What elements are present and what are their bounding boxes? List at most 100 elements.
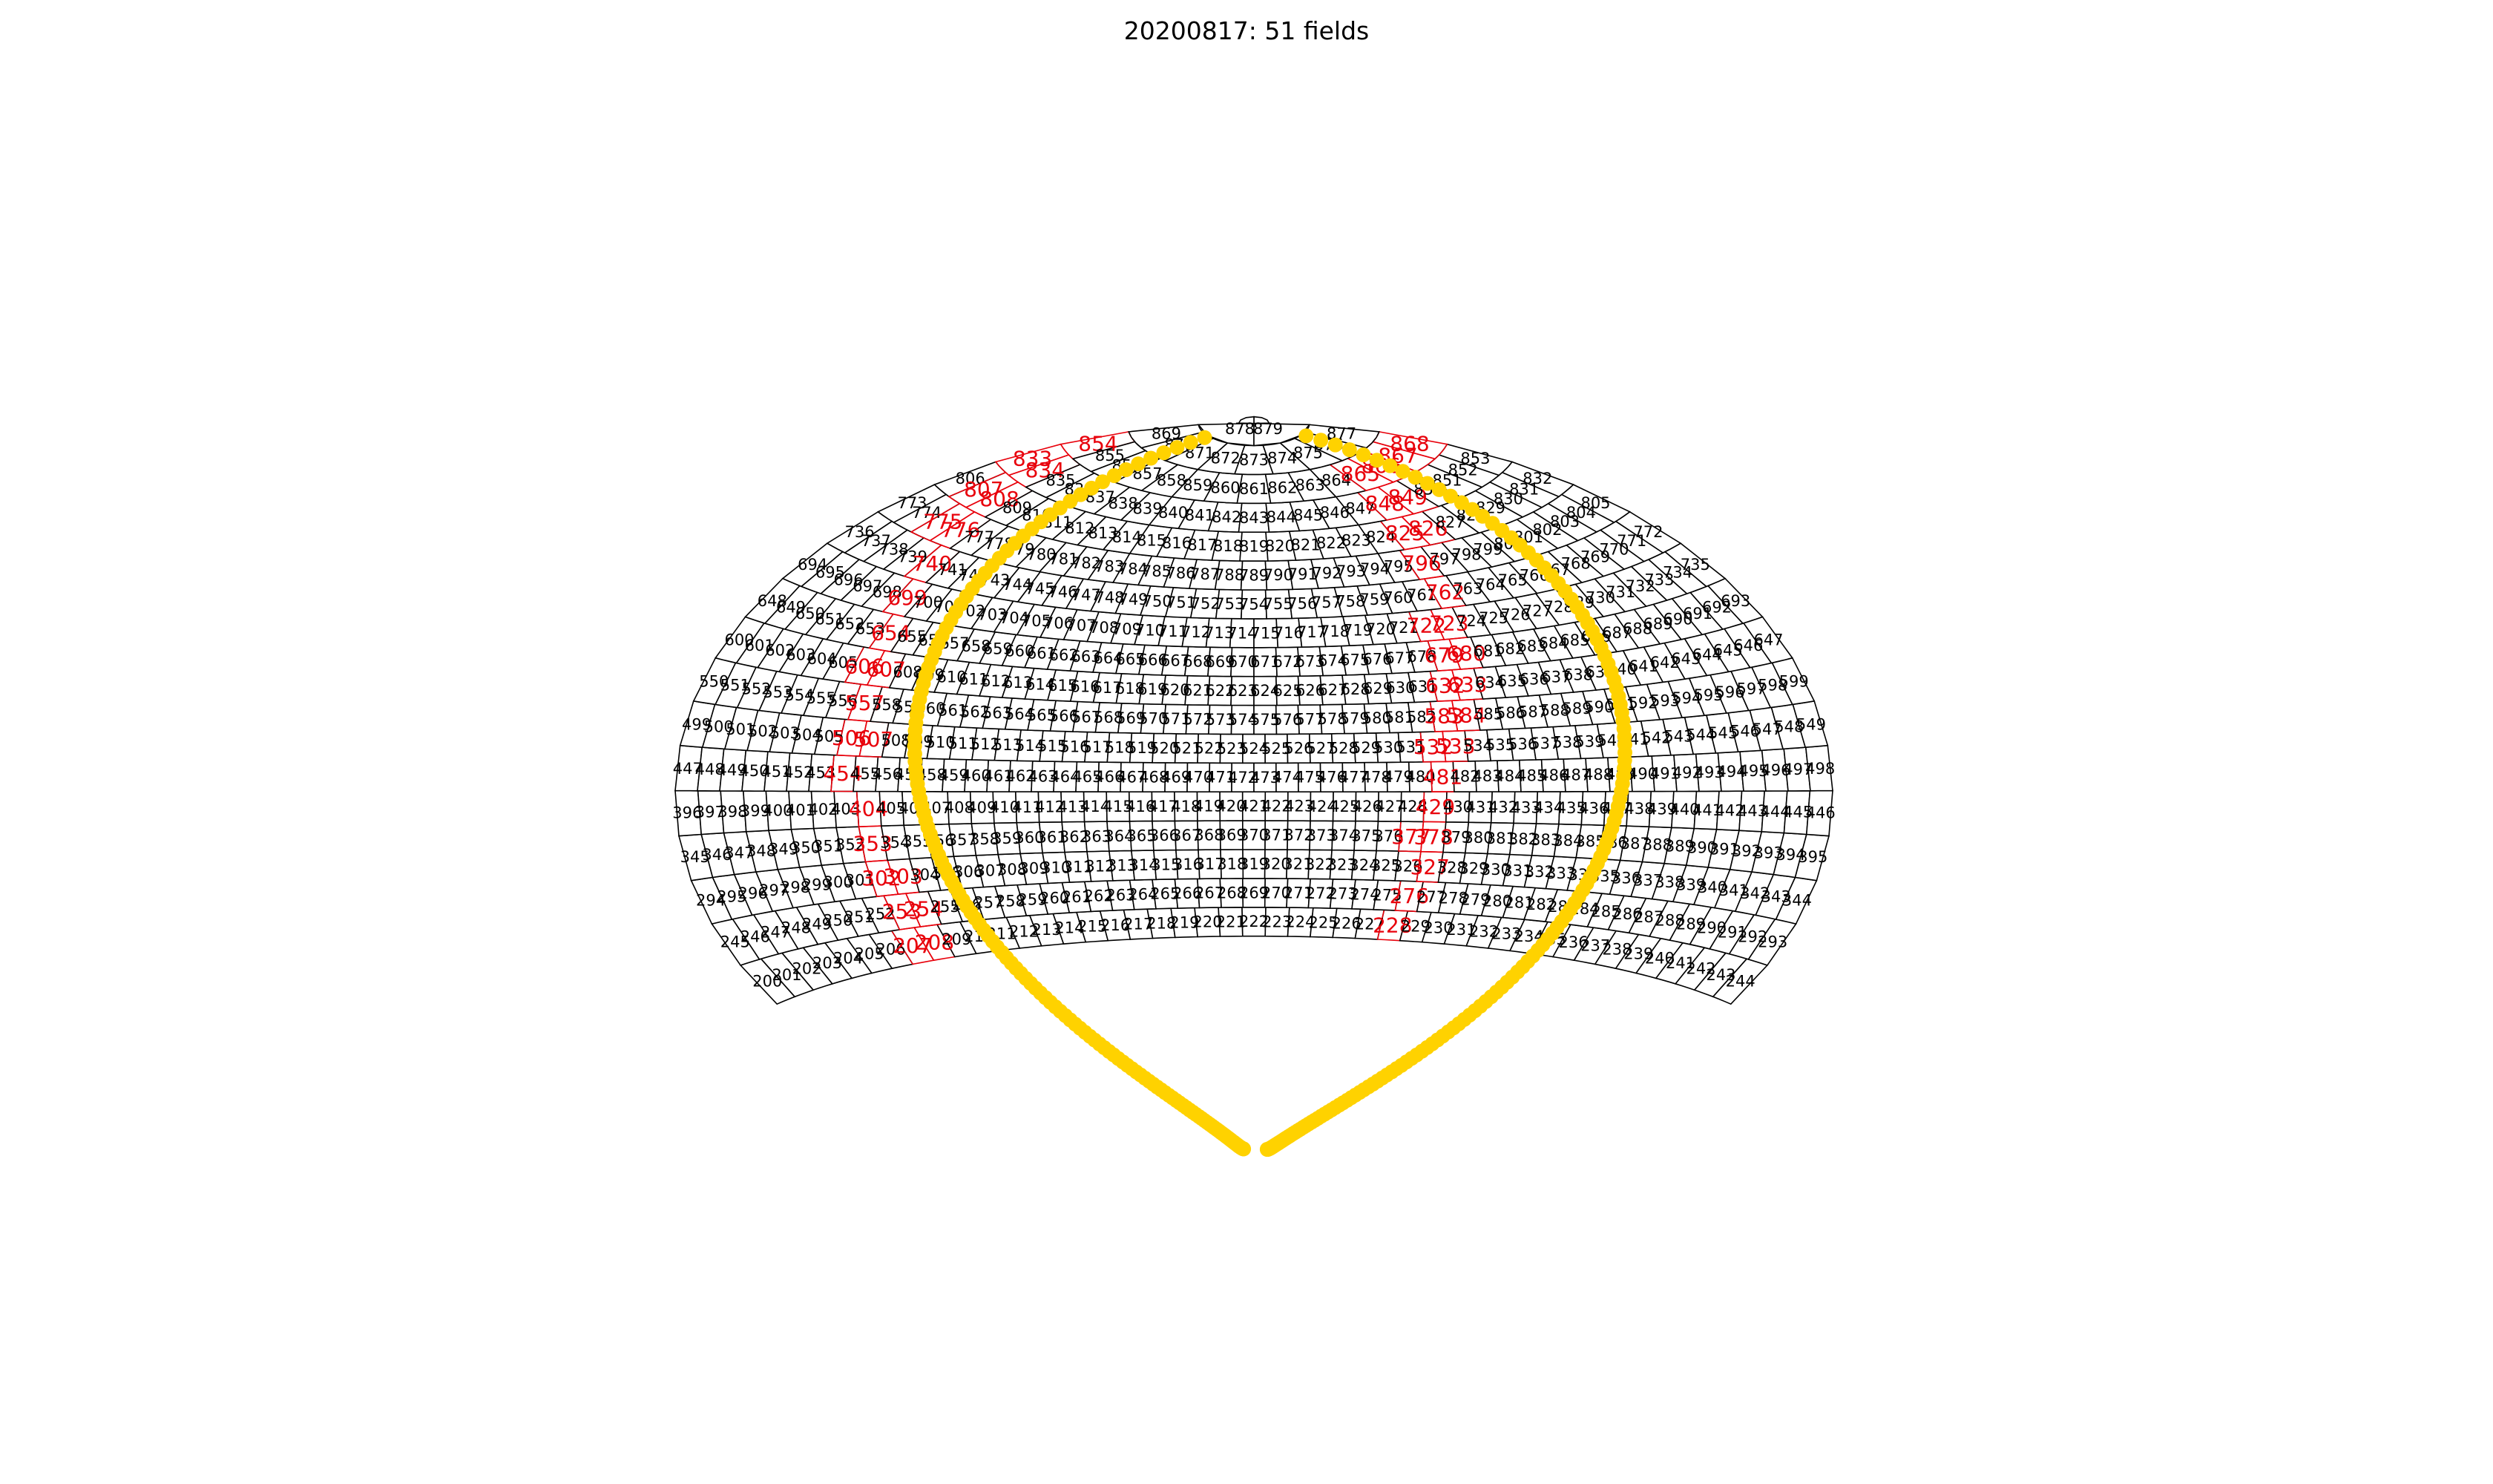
field-label: 339 bbox=[1676, 876, 1706, 893]
field-label: 834 bbox=[1025, 458, 1065, 482]
field-label: 855 bbox=[1095, 447, 1125, 464]
field-label: 812 bbox=[1065, 519, 1094, 537]
field-label: 723 bbox=[1429, 611, 1468, 636]
field-label: 782 bbox=[1071, 554, 1101, 572]
field-label: 512 bbox=[970, 735, 1000, 753]
field-label: 748 bbox=[1094, 588, 1124, 606]
field-label: 777 bbox=[965, 528, 994, 546]
field-label: 262 bbox=[1084, 887, 1114, 905]
field-label: 387 bbox=[1620, 835, 1650, 853]
field-label: 841 bbox=[1185, 507, 1215, 525]
field-label: 366 bbox=[1149, 827, 1179, 844]
field-label: 642 bbox=[1650, 654, 1680, 672]
field-label: 732 bbox=[1626, 577, 1655, 595]
field-label: 830 bbox=[1494, 490, 1523, 508]
field-label: 511 bbox=[948, 735, 978, 752]
field-label: 221 bbox=[1216, 913, 1246, 930]
field-label: 274 bbox=[1350, 886, 1380, 904]
field-label: 787 bbox=[1190, 565, 1220, 583]
field-label: 679 bbox=[1425, 643, 1464, 667]
field-label: 357 bbox=[947, 831, 977, 849]
track-point bbox=[1156, 445, 1172, 461]
field-label: 329 bbox=[1459, 860, 1488, 878]
field-label: 765 bbox=[1498, 571, 1528, 589]
field-label: 582 bbox=[1407, 708, 1436, 726]
field-label: 423 bbox=[1284, 798, 1314, 815]
field-label: 238 bbox=[1602, 941, 1632, 959]
field-label: 433 bbox=[1511, 798, 1541, 816]
field-label: 431 bbox=[1466, 798, 1496, 816]
field-label: 317 bbox=[1195, 856, 1225, 873]
field-label: 709 bbox=[1112, 620, 1142, 638]
field-label: 596 bbox=[1715, 683, 1745, 701]
field-label: 684 bbox=[1539, 634, 1569, 652]
field-label: 600 bbox=[724, 631, 754, 649]
field-label: 518 bbox=[1105, 739, 1134, 757]
field-label: 391 bbox=[1709, 841, 1739, 858]
field-label: 214 bbox=[1054, 919, 1084, 937]
field-label: 470 bbox=[1183, 769, 1213, 787]
field-label: 205 bbox=[855, 945, 884, 962]
field-label: 819 bbox=[1239, 538, 1269, 556]
field-label: 745 bbox=[1025, 580, 1055, 597]
field-label: 535 bbox=[1485, 736, 1515, 754]
track-point bbox=[1431, 482, 1447, 497]
field-label: 864 bbox=[1321, 472, 1351, 490]
field-label: 343 bbox=[1761, 888, 1791, 906]
field-cells bbox=[674, 416, 1833, 1005]
field-label: 562 bbox=[960, 703, 990, 720]
field-label: 378 bbox=[1413, 824, 1453, 849]
field-label: 708 bbox=[1089, 619, 1119, 637]
field-label: 219 bbox=[1169, 913, 1199, 931]
field-label: 401 bbox=[786, 801, 815, 819]
field-label: 663 bbox=[1071, 648, 1101, 666]
field-label: 203 bbox=[812, 954, 842, 972]
track-point bbox=[1454, 495, 1469, 510]
field-label: 533 bbox=[1436, 734, 1475, 758]
field-label: 646 bbox=[1733, 637, 1763, 654]
field-label: 202 bbox=[792, 960, 821, 978]
field-label: 527 bbox=[1307, 740, 1336, 758]
field-label: 715 bbox=[1251, 624, 1281, 642]
field-label: 413 bbox=[1057, 798, 1087, 815]
field-label: 314 bbox=[1129, 856, 1159, 874]
field-label: 508 bbox=[881, 732, 910, 749]
field-label: 795 bbox=[1384, 557, 1413, 575]
field-label: 349 bbox=[769, 841, 798, 858]
field-label: 575 bbox=[1250, 711, 1280, 729]
field-label: 222 bbox=[1239, 913, 1269, 930]
field-label: 480 bbox=[1406, 768, 1436, 786]
field-label: 248 bbox=[781, 919, 811, 937]
field-label: 412 bbox=[1035, 798, 1065, 816]
field-label: 513 bbox=[993, 736, 1022, 754]
field-label: 584 bbox=[1446, 703, 1485, 728]
field-label: 277 bbox=[1416, 888, 1446, 906]
field-label: 771 bbox=[1617, 532, 1646, 550]
field-label: 224 bbox=[1285, 913, 1315, 931]
field-label: 632 bbox=[1425, 674, 1465, 698]
field-label: 824 bbox=[1366, 528, 1396, 546]
field-label: 563 bbox=[982, 704, 1012, 722]
field-label: 410 bbox=[990, 798, 1019, 816]
field-label: 290 bbox=[1697, 919, 1727, 937]
field-label: 645 bbox=[1713, 642, 1743, 660]
field-label: 311 bbox=[1063, 858, 1093, 876]
field-label: 432 bbox=[1488, 798, 1518, 816]
track-point bbox=[1419, 476, 1435, 491]
field-label: 260 bbox=[1039, 890, 1069, 907]
field-label: 579 bbox=[1340, 710, 1370, 728]
field-label: 691 bbox=[1683, 605, 1712, 623]
field-label: 321 bbox=[1283, 856, 1313, 873]
field-label: 658 bbox=[961, 637, 991, 655]
field-label: 465 bbox=[1072, 768, 1102, 786]
field-label: 275 bbox=[1372, 887, 1402, 904]
field-label: 524 bbox=[1239, 740, 1269, 758]
field-label: 516 bbox=[1060, 738, 1089, 755]
field-label: 344 bbox=[1782, 892, 1812, 910]
field-label: 655 bbox=[897, 628, 927, 646]
field-label: 740 bbox=[913, 551, 952, 576]
field-label: 873 bbox=[1239, 451, 1269, 469]
field-label: 617 bbox=[1093, 679, 1123, 697]
field-label: 472 bbox=[1228, 769, 1258, 787]
field-label: 643 bbox=[1671, 650, 1701, 668]
